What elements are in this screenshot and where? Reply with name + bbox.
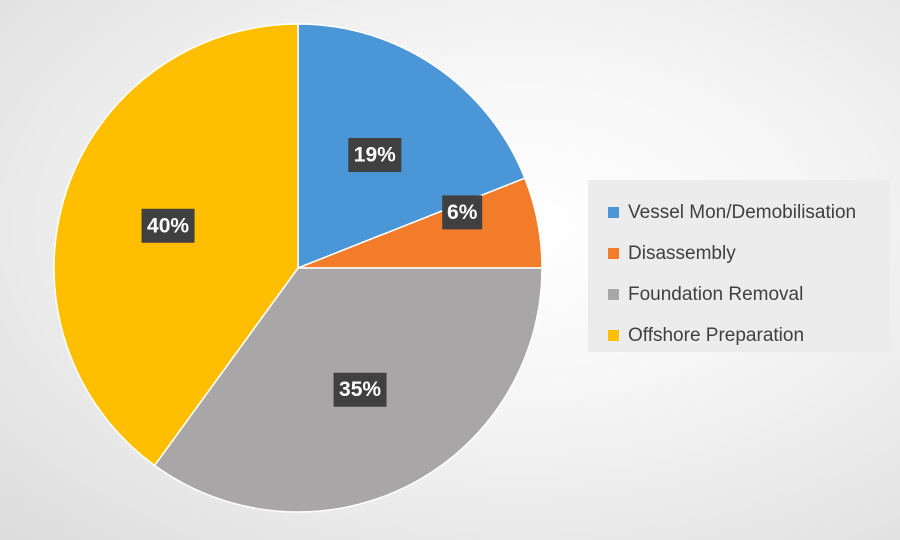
data-label-disassembly: 6% [442,195,483,230]
legend-swatch [608,330,619,341]
pie-slice-offshore-preparation [53,23,299,467]
legend-label: Disassembly [628,242,736,264]
data-label-foundation-removal: 35% [333,372,387,407]
data-label-text: 19% [354,143,396,166]
legend-item-offshore-preparation: Offshore Preparation [608,315,890,356]
legend-swatch [608,289,619,300]
data-label-text: 40% [147,214,189,237]
legend-swatch [608,248,619,259]
data-label-box [141,208,195,243]
chart-legend: Vessel Mon/Demobilisation Disassembly Fo… [588,180,890,352]
pie-slices [53,23,543,513]
legend-label: Vessel Mon/Demobilisation [628,201,857,223]
legend-label: Offshore Preparation [628,324,805,346]
legend-label: Foundation Removal [628,283,804,305]
legend-item-disassembly: Disassembly [608,233,890,274]
legend-swatch [608,207,619,218]
data-label-box [442,195,483,230]
pie-slice-vessel-mon-demobilisation [297,23,526,270]
data-label-text: 35% [339,378,381,401]
legend-item-foundation-removal: Foundation Removal [608,274,890,315]
data-label-text: 6% [447,201,478,224]
pie-data-labels: 19% 6% 35% 40% [141,137,483,407]
data-label-box [333,372,387,407]
data-label-offshore-preparation: 40% [141,208,195,243]
data-label-vessel-mon-demobilisation: 19% [348,137,402,172]
legend-item-vessel-mon-demobilisation: Vessel Mon/Demobilisation [608,192,890,233]
data-label-box [348,137,402,172]
